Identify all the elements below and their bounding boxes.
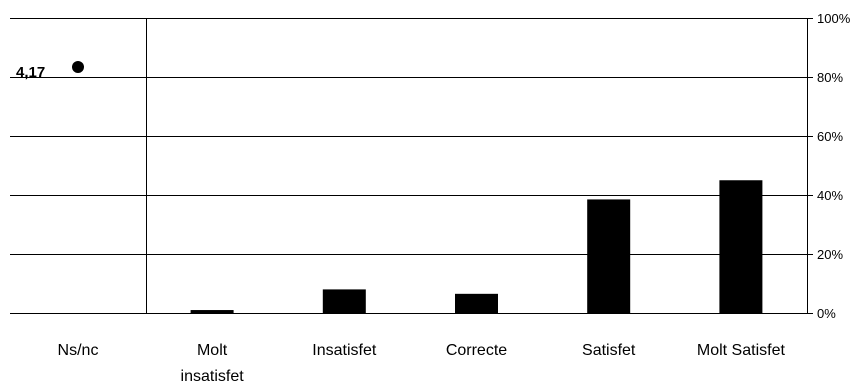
x-tick-label-line: Molt Satisfet [697, 342, 786, 359]
mean-marker-dot [72, 61, 84, 73]
axes [10, 18, 813, 314]
y-tick-label: 40% [817, 188, 843, 203]
y-tick-label: 100% [817, 11, 851, 26]
x-tick-label: Correcte [446, 342, 507, 359]
x-tick-label: Molt Satisfet [697, 342, 786, 359]
bars [190, 180, 763, 313]
x-tick-label-line: Insatisfet [312, 342, 377, 359]
x-tick-label: Insatisfet [312, 342, 377, 359]
y-tick-label: 0% [817, 306, 836, 321]
mean-value-label: 4,17 [16, 64, 45, 81]
x-tick-label-line: Correcte [446, 342, 507, 359]
x-tick-labels: Ns/nc Molt insatisfet Insatisfet Correcte Sat… [58, 342, 786, 385]
x-tick-label-line: Ns/nc [58, 342, 99, 359]
y-tick-label: 20% [817, 247, 843, 262]
y-tick-label: 80% [817, 70, 843, 85]
bar [587, 199, 631, 313]
x-tick-label: Ns/nc [58, 342, 99, 359]
bar [190, 310, 234, 313]
bar [322, 289, 366, 313]
y-tick-labels: 0% 20% 40% 60% 80% 100% [817, 11, 851, 321]
y-tick-label: 60% [817, 129, 843, 144]
mean-annotation: 4,17 [16, 61, 84, 81]
gridlines [10, 18, 807, 255]
x-tick-label-line: insatisfet [181, 368, 245, 385]
x-tick-label-line: Molt [197, 342, 228, 359]
x-tick-label: Satisfet [582, 342, 636, 359]
x-tick-label-line: Satisfet [582, 342, 636, 359]
bar [719, 180, 763, 313]
bar [455, 293, 498, 313]
x-tick-label: Molt insatisfet [181, 342, 245, 385]
